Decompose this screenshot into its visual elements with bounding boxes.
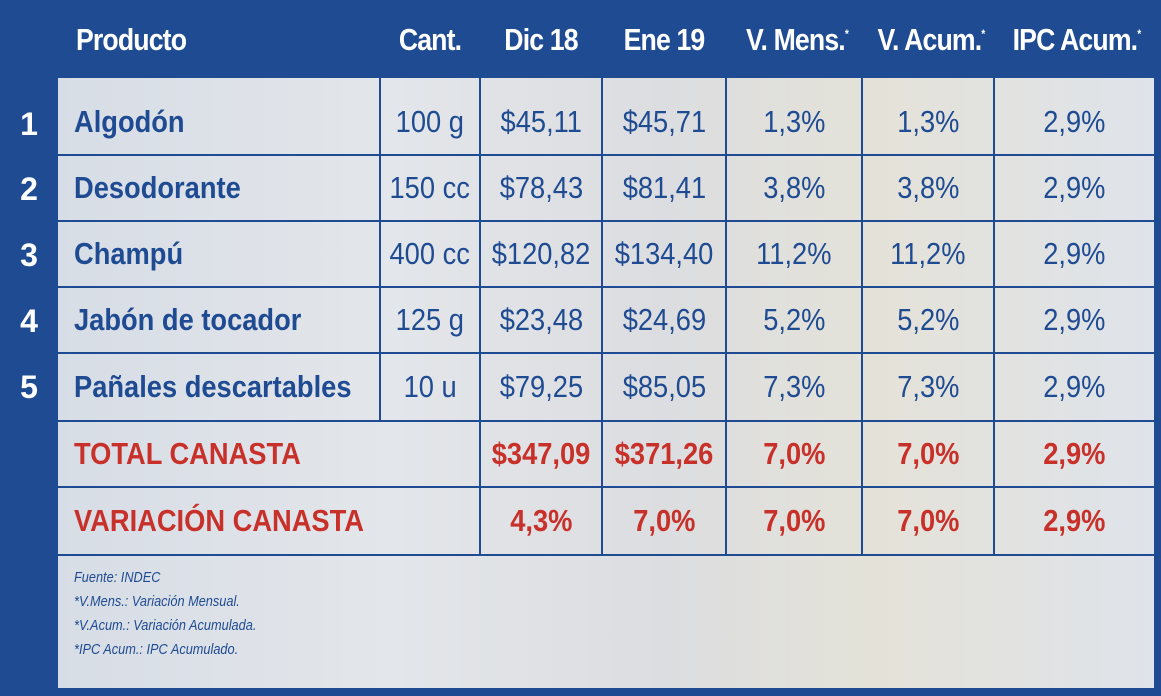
row-number: 1: [20, 106, 38, 142]
note-source: Fuente: INDEC: [74, 569, 161, 586]
cell-cant: 125 g: [395, 302, 465, 337]
note-vacum: *V.Acum.: Variación Acumulada.: [74, 617, 257, 634]
cell-dic: $45,11: [500, 104, 582, 139]
variacion-dic: 4,3%: [509, 503, 573, 538]
cell-vacum: 1,3%: [896, 104, 960, 139]
header-producto: Producto: [76, 22, 187, 57]
row-number: 2: [20, 171, 38, 207]
table-row: Pañales descartables 10 u $79,25 $85,05 …: [58, 354, 1154, 420]
column-divider: [479, 78, 481, 554]
table-header: Producto Cant. Dic 18 Ene 19 V. Mens.* V…: [0, 0, 1161, 78]
cell-producto: Champú: [74, 236, 184, 271]
cell-vmens: 3,8%: [762, 170, 826, 205]
cell-producto: Pañales descartables: [74, 369, 352, 404]
cell-producto: Jabón de tocador: [74, 302, 302, 337]
cell-vacum: 7,3%: [896, 369, 960, 404]
total-dic: $347,09: [491, 436, 591, 471]
note-ipc: *IPC Acum.: IPC Acumulado.: [74, 641, 239, 658]
row-divider: [58, 554, 1154, 556]
row-divider: [58, 420, 1154, 422]
header-vacum: V. Acum.*: [877, 22, 986, 57]
total-vacum: 7,0%: [896, 436, 960, 471]
cell-ene: $81,41: [622, 170, 706, 205]
table-row: Champú 400 cc $120,82 $134,40 11,2% 11,2…: [58, 222, 1154, 286]
column-divider: [379, 78, 381, 420]
cell-vmens: 11,2%: [756, 236, 832, 271]
column-divider: [993, 78, 995, 554]
row-divider: [58, 154, 1154, 156]
header-ene: Ene 19: [623, 22, 706, 57]
column-divider: [725, 78, 727, 554]
footnotes: Fuente: INDEC *V.Mens.: Variación Mensua…: [74, 566, 289, 662]
table-row: Desodorante 150 cc $78,43 $81,41 3,8% 3,…: [58, 156, 1154, 220]
cell-ene: $45,71: [622, 104, 706, 139]
cell-dic: $120,82: [491, 236, 591, 271]
cell-ipc: 2,9%: [1042, 236, 1106, 271]
note-vmens: *V.Mens.: Variación Mensual.: [74, 593, 240, 610]
table-row: Jabón de tocador 125 g $23,48 $24,69 5,2…: [58, 288, 1154, 352]
cell-vmens: 5,2%: [762, 302, 826, 337]
header-dic: Dic 18: [504, 22, 578, 57]
row-number: 3: [20, 237, 38, 273]
header-vmens: V. Mens.*: [746, 22, 849, 57]
cell-cant: 100 g: [395, 104, 465, 139]
cell-producto: Desodorante: [74, 170, 241, 205]
variacion-vacum: 7,0%: [896, 503, 960, 538]
total-vmens: 7,0%: [762, 436, 826, 471]
cell-vacum: 3,8%: [896, 170, 960, 205]
cell-ene: $85,05: [622, 369, 706, 404]
row-number: 4: [20, 303, 38, 339]
cell-producto: Algodón: [74, 104, 185, 139]
column-divider: [861, 78, 863, 554]
cell-dic: $23,48: [499, 302, 583, 337]
variacion-ene: 7,0%: [632, 503, 696, 538]
cell-ipc: 2,9%: [1042, 104, 1106, 139]
cell-ene: $134,40: [614, 236, 714, 271]
cell-vmens: 7,3%: [762, 369, 826, 404]
row-divider: [58, 352, 1154, 354]
cell-cant: 400 cc: [389, 236, 471, 271]
cell-vacum: 5,2%: [896, 302, 960, 337]
column-divider: [601, 78, 603, 554]
cell-ipc: 2,9%: [1042, 302, 1106, 337]
header-cant: Cant.: [398, 22, 462, 57]
cell-cant: 10 u: [403, 369, 457, 404]
total-row: TOTAL CANASTA $347,09 $371,26 7,0% 7,0% …: [58, 422, 1154, 486]
row-divider: [58, 220, 1154, 222]
row-divider: [58, 486, 1154, 488]
row-divider: [58, 286, 1154, 288]
table-panel: [58, 78, 1154, 688]
variacion-vmens: 7,0%: [762, 503, 826, 538]
header-ipc: IPC Acum.*: [1012, 22, 1142, 57]
variacion-row: VARIACIÓN CANASTA 4,3% 7,0% 7,0% 7,0% 2,…: [58, 488, 1154, 554]
row-number: 5: [20, 369, 38, 405]
variacion-ipc: 2,9%: [1042, 503, 1106, 538]
cell-ene: $24,69: [622, 302, 706, 337]
cell-cant: 150 cc: [389, 170, 471, 205]
total-ipc: 2,9%: [1042, 436, 1106, 471]
cell-ipc: 2,9%: [1042, 170, 1106, 205]
cell-dic: $78,43: [499, 170, 583, 205]
table-row: Algodón 100 g $45,11 $45,71 1,3% 1,3% 2,…: [58, 90, 1154, 154]
cell-vmens: 1,3%: [762, 104, 826, 139]
cell-ipc: 2,9%: [1042, 369, 1106, 404]
cell-dic: $79,25: [499, 369, 583, 404]
total-label: TOTAL CANASTA: [74, 436, 301, 471]
total-ene: $371,26: [614, 436, 714, 471]
variacion-label: VARIACIÓN CANASTA: [74, 503, 364, 538]
cell-vacum: 11,2%: [890, 236, 966, 271]
